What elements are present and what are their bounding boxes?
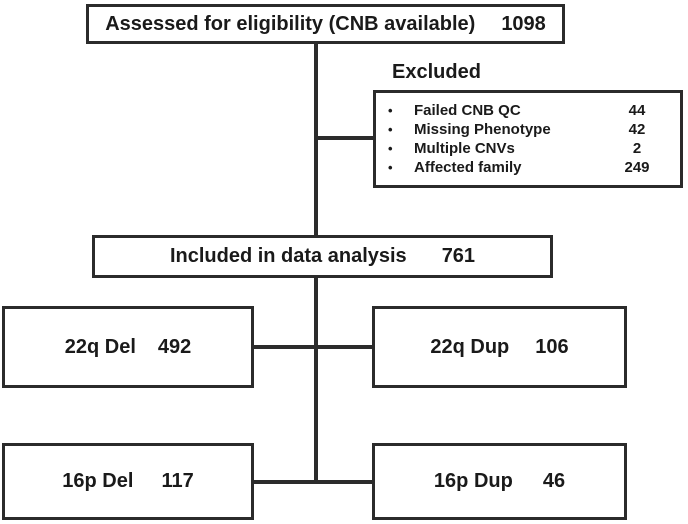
22q-dup-box: 22q Dup 106 bbox=[372, 306, 627, 388]
22q-dup-count: 106 bbox=[535, 335, 569, 358]
excluded-item-label: Missing Phenotype bbox=[414, 121, 551, 138]
excluded-item: • Multiple CNVs 2 bbox=[385, 139, 672, 158]
excluded-item-count: 2 bbox=[632, 140, 642, 157]
bullet-icon: • bbox=[388, 122, 393, 137]
bullet-icon: • bbox=[388, 141, 393, 156]
excluded-item-label: Multiple CNVs bbox=[414, 140, 515, 157]
16p-del-box: 16p Del 117 bbox=[2, 443, 254, 520]
assessed-count: 1098 bbox=[501, 12, 546, 35]
22q-del-count: 492 bbox=[157, 335, 192, 358]
excluded-item-label: Affected family bbox=[414, 159, 522, 176]
excluded-box: • Failed CNB QC 44 • Missing Phenotype 4… bbox=[373, 90, 683, 188]
excluded-item-count: 44 bbox=[628, 102, 646, 119]
included-box: Included in data analysis 761 bbox=[92, 235, 553, 278]
excluded-title: Excluded bbox=[392, 61, 481, 83]
connector-22q-branch bbox=[253, 345, 372, 349]
included-count: 761 bbox=[441, 245, 476, 267]
connector-16p-branch bbox=[253, 480, 372, 484]
16p-dup-label: 16p Dup bbox=[433, 470, 513, 492]
bullet-icon: • bbox=[388, 160, 393, 175]
excluded-item-count: 42 bbox=[628, 121, 646, 138]
16p-del-label: 16p Del bbox=[62, 470, 134, 492]
excluded-item: • Missing Phenotype 42 bbox=[385, 120, 672, 139]
included-label: Included in data analysis bbox=[169, 245, 407, 267]
excluded-item-label: Failed CNB QC bbox=[414, 102, 521, 119]
22q-dup-label: 22q Dup bbox=[430, 335, 510, 358]
16p-dup-count: 46 bbox=[542, 470, 566, 492]
bullet-icon: • bbox=[388, 103, 393, 118]
16p-del-count: 117 bbox=[161, 470, 194, 492]
22q-del-box: 22q Del 492 bbox=[2, 306, 254, 388]
16p-dup-box: 16p Dup 46 bbox=[372, 443, 627, 520]
connector-vertical-bottom bbox=[314, 278, 318, 484]
excluded-item: • Affected family 249 bbox=[385, 158, 672, 177]
connector-excluded-branch bbox=[314, 136, 373, 140]
excluded-item-count: 249 bbox=[624, 159, 650, 176]
22q-del-label: 22q Del bbox=[64, 335, 136, 358]
excluded-item: • Failed CNB QC 44 bbox=[385, 101, 672, 120]
assessed-box: Assessed for eligibility (CNB available)… bbox=[86, 4, 565, 44]
assessed-label: Assessed for eligibility (CNB available) bbox=[105, 12, 476, 35]
